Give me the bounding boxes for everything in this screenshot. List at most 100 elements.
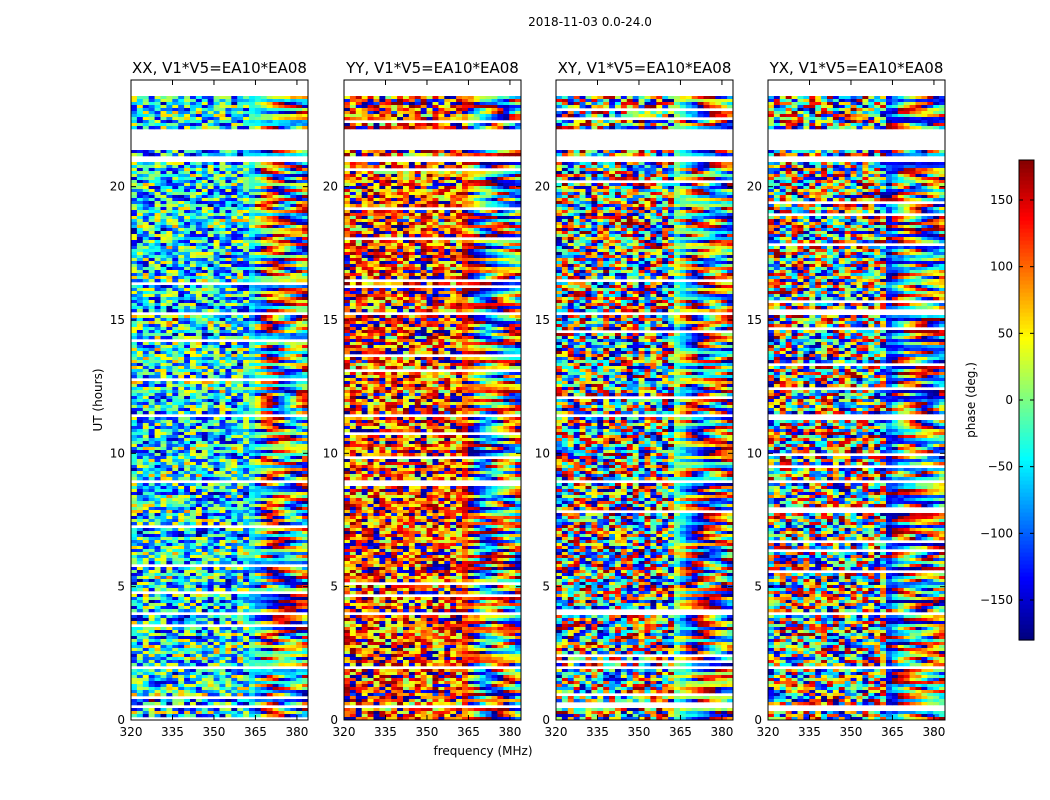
colorbar-segment	[1019, 488, 1034, 493]
colorbar-segment	[1019, 548, 1034, 553]
x-tick-label: 350	[203, 725, 226, 739]
colorbar-segment	[1019, 200, 1034, 205]
colorbar-segment	[1019, 608, 1034, 613]
colorbar-segment	[1019, 592, 1034, 597]
colorbar-segment	[1019, 536, 1034, 541]
colorbar-segment	[1019, 288, 1034, 293]
colorbar-segment	[1019, 452, 1034, 457]
colorbar-segment	[1019, 468, 1034, 473]
colorbar-segment	[1019, 460, 1034, 465]
colorbar-segment	[1019, 368, 1034, 373]
panel-frame	[767, 79, 946, 721]
panel-title: XX, V1*V5=EA10*EA08	[132, 59, 307, 77]
y-tick-label: 5	[117, 580, 125, 594]
colorbar-segment	[1019, 256, 1034, 261]
y-tick-label: 0	[542, 713, 550, 727]
colorbar-segment	[1019, 444, 1034, 449]
colorbar-segment	[1019, 520, 1034, 525]
heatmap-cells	[768, 96, 945, 720]
colorbar-segment	[1019, 408, 1034, 413]
colorbar-segment	[1019, 312, 1034, 317]
x-tick-label: 380	[922, 725, 945, 739]
colorbar-segment	[1019, 328, 1034, 333]
colorbar-segment	[1019, 180, 1034, 185]
colorbar-segment	[1019, 192, 1034, 197]
colorbar-segment	[1019, 524, 1034, 529]
colorbar-segment	[1019, 436, 1034, 441]
colorbar-segment	[1019, 600, 1034, 605]
colorbar-segment	[1019, 244, 1034, 249]
y-tick-label: 5	[542, 580, 550, 594]
panel-2: XY, V1*V5=EA10*EA08 320 335 350 365 380 0 5 10 15…	[535, 59, 734, 739]
colorbar-segment	[1019, 384, 1034, 389]
heatmap-cells	[556, 96, 733, 720]
x-tick-label: 350	[416, 725, 439, 739]
heatmap-cells	[131, 96, 308, 718]
colorbar-segment	[1019, 252, 1034, 257]
colorbar-segment	[1019, 584, 1034, 589]
colorbar-segment	[1019, 352, 1034, 357]
colorbar-segment	[1019, 304, 1034, 309]
colorbar-segment	[1019, 184, 1034, 189]
colorbar-segment	[1019, 508, 1034, 513]
x-tick-label: 335	[586, 725, 609, 739]
panel-frame	[343, 79, 522, 721]
colorbar-segment	[1019, 240, 1034, 245]
colorbar-segment	[1019, 320, 1034, 325]
colorbar-segment	[1019, 216, 1034, 221]
y-tick-label: 20	[747, 180, 762, 194]
colorbar-segment	[1019, 480, 1034, 485]
colorbar-segment	[1019, 432, 1034, 437]
panel-0: XX, V1*V5=EA10*EA08 320 335 350 365 380 0 5 10 15…	[110, 59, 309, 739]
colorbar-segment	[1019, 412, 1034, 417]
y-axis-label: UT (hours)	[91, 368, 105, 431]
panel-title: YY, V1*V5=EA10*EA08	[345, 59, 519, 77]
panel-1: YY, V1*V5=EA10*EA08 320 335 350 365 380 0 5 10 15…	[323, 59, 522, 739]
colorbar-segment	[1019, 512, 1034, 517]
colorbar-segment	[1019, 164, 1034, 169]
colorbar-segment	[1019, 344, 1034, 349]
colorbar-segment	[1019, 388, 1034, 393]
colorbar-segment	[1019, 380, 1034, 385]
y-tick-label: 5	[754, 580, 762, 594]
colorbar-segment	[1019, 220, 1034, 225]
colorbar-segment	[1019, 332, 1034, 337]
colorbar-segment	[1019, 160, 1034, 165]
panel-frame	[555, 79, 734, 721]
colorbar-segment	[1019, 476, 1034, 481]
colorbar: −150 −100 −50 0 50 100 150	[980, 159, 1035, 641]
colorbar-segment	[1019, 292, 1034, 297]
colorbar-segment	[1019, 280, 1034, 285]
colorbar-segment	[1019, 560, 1034, 565]
colorbar-segment	[1019, 232, 1034, 237]
panel-frame	[130, 79, 309, 721]
colorbar-segment	[1019, 628, 1034, 633]
colorbar-segment	[1019, 340, 1034, 345]
colorbar-segment	[1019, 336, 1034, 341]
colorbar-segment	[1019, 188, 1034, 193]
colorbar-segment	[1019, 540, 1034, 545]
colorbar-segment	[1019, 552, 1034, 557]
colorbar-segment	[1019, 264, 1034, 269]
colorbar-segment	[1019, 504, 1034, 509]
colorbar-tick-label: −50	[988, 460, 1013, 474]
colorbar-tick-label: 100	[990, 260, 1013, 274]
colorbar-segment	[1019, 392, 1034, 397]
colorbar-label: phase (deg.)	[964, 362, 978, 438]
colorbar-segment	[1019, 496, 1034, 501]
x-tick-label: 335	[798, 725, 821, 739]
colorbar-segment	[1019, 500, 1034, 505]
colorbar-segment	[1019, 360, 1034, 365]
colorbar-segment	[1019, 404, 1034, 409]
colorbar-segment	[1019, 636, 1034, 641]
colorbar-segment	[1019, 260, 1034, 265]
colorbar-segment	[1019, 372, 1034, 377]
x-tick-label: 320	[333, 725, 356, 739]
colorbar-segment	[1019, 424, 1034, 429]
panel-3: YX, V1*V5=EA10*EA08 320 335 350 365 380 0 5 10 15…	[747, 59, 946, 739]
colorbar-segment	[1019, 316, 1034, 321]
colorbar-segment	[1019, 596, 1034, 601]
colorbar-tick-label: −100	[980, 526, 1013, 540]
colorbar-segment	[1019, 564, 1034, 569]
colorbar-segment	[1019, 572, 1034, 577]
